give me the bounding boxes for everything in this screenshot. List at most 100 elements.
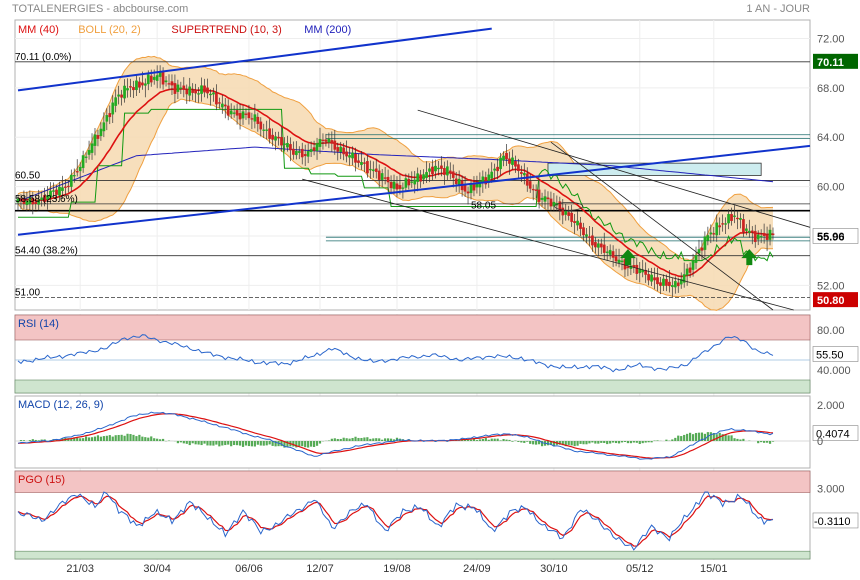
macd-histogram-bar <box>363 437 366 441</box>
candle-body <box>437 167 440 170</box>
candle-body <box>525 173 529 186</box>
macd-histogram-bar <box>351 437 354 441</box>
candle-body <box>351 152 354 159</box>
candle-body <box>534 189 538 191</box>
candle-body <box>576 220 579 226</box>
macd-histogram-bar <box>241 441 245 447</box>
macd-histogram-bar <box>348 438 351 441</box>
candle-body <box>422 174 425 180</box>
candle-body <box>297 151 301 153</box>
candle-body <box>368 168 372 171</box>
macd-histogram-bar <box>176 441 179 444</box>
x-tick-label: 30/10 <box>540 563 568 575</box>
candle-body <box>223 104 227 107</box>
candle-body <box>508 158 511 164</box>
price-y-tick-label: 52.00 <box>817 280 845 292</box>
macd-signal-line <box>17 413 774 459</box>
macd-histogram-bar <box>469 439 473 441</box>
candle-body <box>605 251 609 253</box>
candle-body <box>111 102 115 115</box>
macd-histogram-bar <box>336 438 339 441</box>
candle-body <box>511 157 514 165</box>
macd-histogram-bar <box>570 441 573 446</box>
candle-body <box>428 168 431 172</box>
candle-body <box>567 212 571 216</box>
macd-histogram-bar <box>597 441 600 444</box>
candle-body <box>203 85 206 93</box>
macd-histogram-bar <box>546 441 550 446</box>
macd-histogram-bar <box>191 441 194 444</box>
macd-histogram-bar <box>484 437 487 441</box>
candle-body <box>64 186 67 188</box>
price-tag-label: 55.96 <box>817 231 845 243</box>
macd-histogram-bar <box>274 441 277 447</box>
macd-histogram-bar <box>315 441 319 446</box>
candle-body <box>445 166 449 176</box>
candle-body <box>540 197 544 200</box>
macd-histogram-bar <box>709 432 712 441</box>
macd-histogram-bar <box>185 441 188 444</box>
macd-histogram-bar <box>250 441 254 447</box>
candle-body <box>179 87 183 89</box>
macd-histogram-bar <box>381 439 384 441</box>
candle-body <box>552 201 556 207</box>
candle-body <box>582 227 585 236</box>
candle-body <box>398 185 402 189</box>
macd-histogram-bar <box>40 439 43 441</box>
macd-histogram-bar <box>603 441 606 444</box>
candle-body <box>357 160 360 163</box>
macd-histogram-bar <box>617 441 621 444</box>
macd-histogram-bar <box>532 441 535 445</box>
macd-histogram-bar <box>82 438 85 441</box>
price-y-tick-label: 60.00 <box>817 182 845 194</box>
macd-histogram-bar <box>466 439 470 441</box>
candle-body <box>339 146 343 153</box>
candle-body <box>712 233 716 235</box>
candle-body <box>404 178 408 188</box>
candle-body <box>528 181 532 189</box>
candle-body <box>31 198 35 205</box>
candle-body <box>105 115 109 122</box>
macd-histogram-bar <box>84 436 88 441</box>
candle-body <box>220 103 224 108</box>
macd-histogram-bar <box>549 441 553 446</box>
price-tag-label: 50.80 <box>817 295 845 307</box>
candle-body <box>596 243 600 248</box>
candle-body <box>102 122 106 132</box>
candle-body <box>745 228 748 231</box>
macd-histogram-bar <box>339 438 342 441</box>
candle-body <box>457 178 461 185</box>
macd-histogram-bar <box>680 436 683 441</box>
pgo-value-tag <box>812 512 859 529</box>
macd-histogram-bar <box>203 441 206 444</box>
macd-histogram-bar <box>310 441 313 447</box>
x-tick-label: 19/08 <box>383 563 411 575</box>
macd-histogram-bar <box>244 441 248 446</box>
candle-body <box>206 87 209 94</box>
candle-body <box>185 89 189 95</box>
candle-body <box>505 152 508 160</box>
candle-body <box>573 221 576 224</box>
macd-histogram-bar <box>579 441 582 444</box>
price-level-label: 70.11 (0.0%) <box>15 52 72 63</box>
macd-histogram-bar <box>247 441 251 447</box>
candle-body <box>425 172 428 178</box>
candle-body <box>132 87 135 91</box>
candle-body <box>759 235 763 238</box>
candle-body <box>620 260 624 263</box>
macd-histogram-bar <box>540 441 544 447</box>
macd-histogram-bar <box>19 440 23 441</box>
candle-body <box>244 113 248 115</box>
candle-body <box>401 187 405 189</box>
price-tag <box>813 53 858 69</box>
candle-body <box>531 188 535 191</box>
down-channel-top <box>417 109 811 228</box>
macd-histogram-bar <box>301 441 304 447</box>
candle-body <box>286 143 289 148</box>
macd-histogram-bar <box>691 434 695 441</box>
candle-body <box>262 129 266 131</box>
bollinger-lower-line <box>17 98 774 311</box>
candle-body <box>413 179 417 185</box>
macd-histogram-bar <box>733 438 736 441</box>
macd-histogram-bar <box>318 441 322 444</box>
